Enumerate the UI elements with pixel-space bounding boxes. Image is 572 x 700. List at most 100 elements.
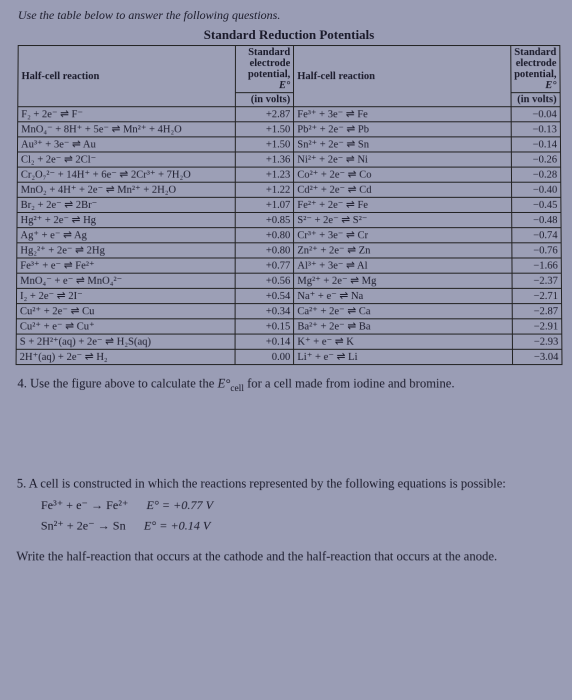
cell-potential-right: −3.04 [512, 349, 562, 364]
cell-reaction-left: MnO₂ + 4H⁺ + 2e⁻ ⇌ Mn²⁺ + 2H₂O [17, 182, 235, 197]
cell-potential-left: +0.34 [235, 304, 294, 319]
cell-reaction-left: MnO₄⁻ + e⁻ ⇌ MnO₄²⁻ [17, 273, 235, 288]
hdr-line: electrode [250, 58, 291, 69]
cell-reaction-right: Cr³⁺ + 3e⁻ ⇌ Cr [294, 228, 512, 243]
cell-potential-left: +0.77 [235, 258, 294, 273]
cell-reaction-right: Ni²⁺ + 2e⁻ ⇌ Ni [294, 152, 511, 167]
cell-potential-left: +1.22 [235, 182, 294, 197]
cell-reaction-right: Sn²⁺ + 2e⁻ ⇌ Sn [294, 137, 511, 152]
cell-reaction-left: 2H⁺(aq) + 2e⁻ ⇌ H₂ [16, 349, 235, 364]
q4-text2: for a cell made from iodine and bromine. [244, 376, 455, 390]
cell-reaction-left: Fe³⁺ + e⁻ ⇌ Fe²⁺ [17, 258, 235, 273]
cell-reaction-left: Cu²⁺ + 2e⁻ ⇌ Cu [16, 304, 234, 319]
cell-reaction-left: S + 2H²⁺(aq) + 2e⁻ ⇌ H₂S(aq) [16, 334, 235, 349]
cell-potential-left: +1.36 [235, 152, 294, 167]
hdr-line: E° [279, 80, 290, 91]
cell-potential-right: −0.40 [511, 182, 561, 197]
hdr-line: electrode [516, 58, 557, 69]
table-row: Cr₂O₇²⁻ + 14H⁺ + 6e⁻ ⇌ 2Cr³⁺ + 7H₂O+1.23… [17, 167, 560, 182]
table-row: Ag⁺ + e⁻ ⇌ Ag+0.80Cr³⁺ + 3e⁻ ⇌ Cr−0.74 [17, 228, 561, 243]
table-row: Hg₂²⁺ + 2e⁻ ⇌ 2Hg+0.80Zn²⁺ + 2e⁻ ⇌ Zn−0.… [17, 243, 561, 258]
cell-reaction-right: Mg²⁺ + 2e⁻ ⇌ Mg [294, 273, 512, 288]
cell-potential-left: +0.14 [235, 334, 294, 349]
cell-potential-left: +0.80 [235, 243, 294, 258]
cell-reaction-left: Ag⁺ + e⁻ ⇌ Ag [17, 228, 235, 243]
question-4: 4. Use the figure above to calculate the… [15, 375, 562, 396]
table-row: Hg²⁺ + 2e⁻ ⇌ Hg+0.85S²⁻ + 2e⁻ ⇌ S²⁻−0.48 [17, 212, 561, 227]
cell-potential-right: −0.13 [511, 122, 561, 137]
hdr-line: Standard [514, 47, 556, 58]
cell-reaction-right: Ba²⁺ + 2e⁻ ⇌ Ba [294, 319, 512, 334]
cell-reaction-left: Cl₂ + 2e⁻ ⇌ 2Cl⁻ [17, 152, 235, 167]
table-body: F₂ + 2e⁻ ⇌ F⁻+2.87Fe³⁺ + 3e⁻ ⇌ Fe−0.04Mn… [16, 107, 562, 365]
cell-reaction-left: Br₂ + 2e⁻ ⇌ 2Br⁻ [17, 197, 235, 212]
eq-right: E° = +0.14 V [144, 519, 211, 533]
cell-reaction-right: Co²⁺ + 2e⁻ ⇌ Co [294, 167, 511, 182]
cell-potential-left: +0.85 [235, 212, 294, 227]
cell-potential-right: −0.48 [511, 212, 561, 227]
cell-reaction-left: I₂ + 2e⁻ ⇌ 2I⁻ [16, 288, 234, 303]
q5-equation-1: Fe³⁺ + e⁻ → Fe²⁺ E° = +0.77 V [17, 497, 564, 514]
cell-potential-left: +0.15 [235, 319, 294, 334]
q4-subscript: cell [230, 384, 244, 394]
cell-potential-left: +0.80 [235, 228, 294, 243]
cell-potential-right: −2.71 [512, 288, 562, 303]
eq-right: E° = +0.77 V [147, 498, 214, 512]
hdr-line: Standard [248, 47, 290, 58]
cell-reaction-right: S²⁻ + 2e⁻ ⇌ S²⁻ [294, 212, 512, 227]
cell-reaction-left: Au³⁺ + 3e⁻ ⇌ Au [17, 137, 234, 152]
header-units-left: (in volts) [235, 93, 294, 107]
cell-reaction-right: K⁺ + e⁻ ⇌ K [294, 334, 512, 349]
cell-reaction-left: Cu²⁺ + e⁻ ⇌ Cu⁺ [16, 319, 234, 334]
cell-potential-left: +0.56 [235, 273, 294, 288]
table-row: 2H⁺(aq) + 2e⁻ ⇌ H₂0.00Li⁺ + e⁻ ⇌ Li−3.04 [16, 349, 562, 364]
q5-prompt: Write the half-reaction that occurs at t… [16, 548, 564, 565]
cell-potential-right: −0.26 [511, 152, 561, 167]
cell-potential-right: −2.37 [512, 273, 562, 288]
cell-potential-left: +1.23 [235, 167, 294, 182]
q5-intro: 5. A cell is constructed in which the re… [17, 475, 564, 492]
eq-left: Fe³⁺ + e⁻ → Fe²⁺ [41, 498, 128, 512]
cell-potential-right: −2.91 [512, 319, 562, 334]
cell-potential-left: +1.50 [235, 137, 294, 152]
cell-potential-left: 0.00 [235, 349, 294, 364]
eq-left: Sn²⁺ + 2e⁻ → Sn [41, 519, 126, 533]
table-row: Cl₂ + 2e⁻ ⇌ 2Cl⁻+1.36Ni²⁺ + 2e⁻ ⇌ Ni−0.2… [17, 152, 560, 167]
cell-reaction-right: Zn²⁺ + 2e⁻ ⇌ Zn [294, 243, 512, 258]
hdr-line: E° [545, 80, 556, 91]
cell-reaction-left: Hg₂²⁺ + 2e⁻ ⇌ 2Hg [17, 243, 235, 258]
header-units-right: (in volts) [511, 93, 561, 107]
cell-reaction-right: Fe²⁺ + 2e⁻ ⇌ Fe [294, 197, 512, 212]
table-row: MnO₄⁻ + 8H⁺ + 5e⁻ ⇌ Mn²⁺ + 4H₂O+1.50Pb²⁺… [18, 122, 561, 137]
cell-reaction-left: Cr₂O₇²⁻ + 14H⁺ + 6e⁻ ⇌ 2Cr³⁺ + 7H₂O [17, 167, 235, 182]
cell-reaction-right: Pb²⁺ + 2e⁻ ⇌ Pb [294, 122, 511, 137]
table-row: Fe³⁺ + e⁻ ⇌ Fe²⁺+0.77Al³⁺ + 3e⁻ ⇌ Al−1.6… [17, 258, 562, 273]
cell-potential-left: +1.07 [235, 197, 294, 212]
cell-potential-left: +1.50 [235, 122, 294, 137]
instruction-text: Use the table below to answer the follow… [18, 8, 560, 23]
cell-reaction-left: F₂ + 2e⁻ ⇌ F⁻ [18, 107, 235, 122]
table-row: MnO₄⁻ + e⁻ ⇌ MnO₄²⁻+0.56Mg²⁺ + 2e⁻ ⇌ Mg−… [17, 273, 562, 288]
header-halfcell-left: Half-cell reaction [18, 46, 235, 107]
cell-reaction-right: Cd²⁺ + 2e⁻ ⇌ Cd [294, 182, 512, 197]
table-row: I₂ + 2e⁻ ⇌ 2I⁻+0.54Na⁺ + e⁻ ⇌ Na−2.71 [16, 288, 561, 303]
cell-potential-left: +0.54 [235, 288, 294, 303]
cell-potential-right: −0.28 [511, 167, 561, 182]
table-row: S + 2H²⁺(aq) + 2e⁻ ⇌ H₂S(aq)+0.14K⁺ + e⁻… [16, 334, 562, 349]
cell-potential-right: −0.76 [512, 243, 562, 258]
header-potential-right: Standard electrode potential, E° [510, 46, 560, 93]
cell-potential-right: −1.66 [512, 258, 562, 273]
table-title: Standard Reduction Potentials [18, 27, 561, 43]
cell-reaction-right: Na⁺ + e⁻ ⇌ Na [294, 288, 512, 303]
cell-reaction-left: Hg²⁺ + 2e⁻ ⇌ Hg [17, 212, 235, 227]
table-row: Br₂ + 2e⁻ ⇌ 2Br⁻+1.07Fe²⁺ + 2e⁻ ⇌ Fe−0.4… [17, 197, 561, 212]
cell-potential-right: −2.87 [512, 304, 562, 319]
cell-reaction-right: Fe³⁺ + 3e⁻ ⇌ Fe [294, 107, 511, 122]
cell-potential-right: −0.04 [511, 107, 561, 122]
table-row: Cu²⁺ + 2e⁻ ⇌ Cu+0.34Ca²⁺ + 2e⁻ ⇌ Ca−2.87 [16, 304, 561, 319]
table-row: Au³⁺ + 3e⁻ ⇌ Au+1.50Sn²⁺ + 2e⁻ ⇌ Sn−0.14 [17, 137, 560, 152]
table-row: Cu²⁺ + e⁻ ⇌ Cu⁺+0.15Ba²⁺ + 2e⁻ ⇌ Ba−2.91 [16, 319, 562, 334]
cell-reaction-left: MnO₄⁻ + 8H⁺ + 5e⁻ ⇌ Mn²⁺ + 4H₂O [18, 122, 235, 137]
cell-potential-right: −2.93 [512, 334, 562, 349]
cell-reaction-right: Ca²⁺ + 2e⁻ ⇌ Ca [294, 304, 512, 319]
